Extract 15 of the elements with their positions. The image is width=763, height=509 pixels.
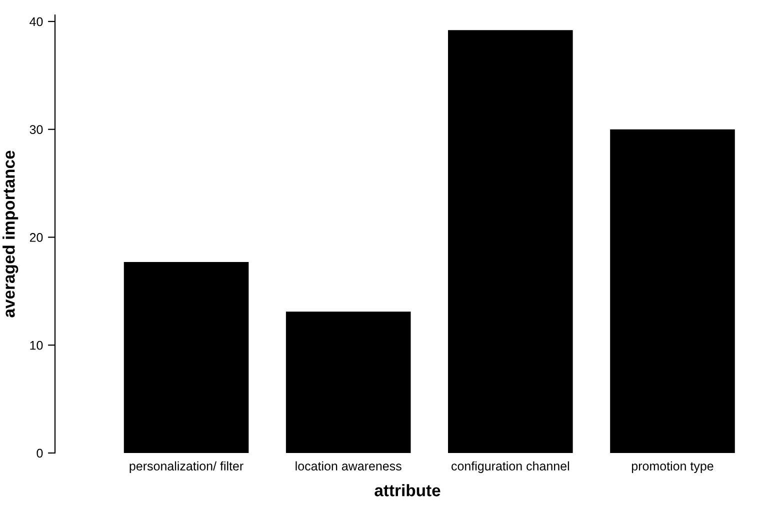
x-tick-label: configuration channel: [452, 461, 569, 473]
x-tick-label: promotion type: [632, 461, 714, 473]
y-tick-label: 40: [30, 17, 43, 26]
y-tick-label: 10: [30, 340, 43, 350]
y-tick-label: 0: [36, 448, 43, 458]
bar: [286, 312, 411, 453]
bar: [610, 129, 735, 453]
y-tick-label: 20: [30, 233, 43, 242]
x-tick-label: personalization/ filter: [130, 461, 244, 473]
bar: [448, 30, 573, 453]
x-tick-label: location awareness: [296, 461, 402, 471]
bar: [124, 262, 249, 453]
y-axis-title: averaged importance: [2, 150, 18, 318]
x-axis-title: attribute: [374, 484, 440, 496]
y-tick-label: 30: [30, 125, 43, 134]
